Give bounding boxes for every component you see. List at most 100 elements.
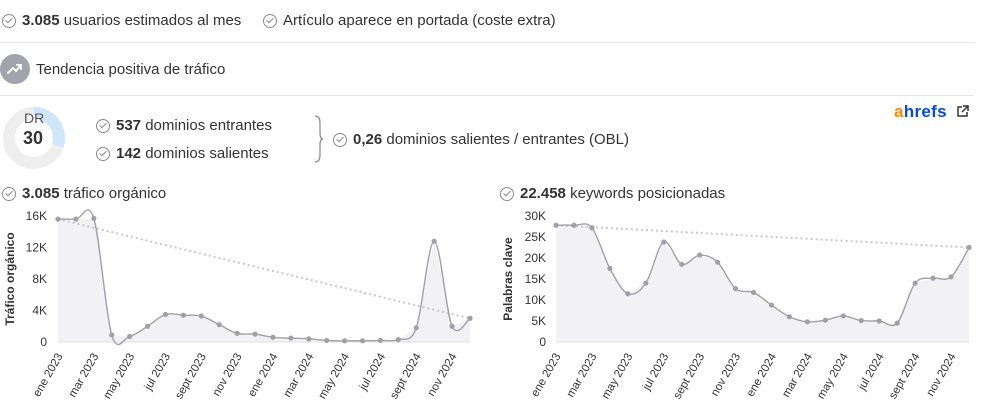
y-tick-label: 8K: [32, 272, 47, 286]
data-point: [449, 323, 455, 329]
divider: [0, 95, 974, 96]
data-point: [162, 311, 169, 318]
check-circle-icon: [263, 13, 277, 28]
y-tick-label: 10K: [525, 293, 546, 307]
data-point: [750, 289, 757, 296]
x-tick-label: mar 2023: [67, 352, 102, 400]
brace-icon: [314, 115, 324, 163]
y-tick-label: 5K: [531, 314, 546, 328]
data-point: [912, 280, 918, 286]
x-tick-label: jul 2024: [357, 351, 388, 393]
domains-in-value: 537: [116, 117, 142, 134]
data-point: [858, 317, 864, 324]
data-point: [55, 216, 61, 222]
series-area: [58, 218, 470, 342]
organic-value: 3.085: [22, 185, 60, 202]
organic-chart-header: 3.085 tráfico orgánico: [2, 185, 166, 202]
check-circle-icon: [96, 146, 110, 161]
keywords-chart: Palabras clave 30K 25K 20K 15K 10K 5K 0 ene 2023…: [501, 209, 972, 402]
obl-value: 0,26: [353, 131, 383, 148]
x-tick-label: sept 2024: [887, 351, 923, 401]
data-point: [91, 215, 97, 221]
users-stat: 3.085 usuarios estimados al mes: [2, 12, 241, 29]
x-tick-label: jul 2024: [856, 351, 887, 393]
keywords-value: 22.458: [520, 185, 566, 202]
data-point: [822, 317, 828, 323]
x-tick-label: ene 2023: [31, 352, 65, 400]
keywords-label: keywords posicionadas: [570, 185, 726, 202]
domains-out: 142 dominios salientes: [96, 145, 269, 162]
domains-out-value: 142: [116, 145, 142, 162]
ahrefs-link[interactable]: ahrefs: [894, 102, 969, 122]
data-point: [413, 325, 419, 331]
trend-line: [57, 218, 471, 320]
dr-gauge: DR 30: [2, 106, 70, 170]
trend-line: [555, 224, 970, 249]
y-tick-label: 0: [40, 335, 47, 349]
data-point: [127, 333, 133, 340]
users-value: 3.085: [22, 12, 60, 29]
y-tick-label: 0: [539, 335, 546, 349]
x-tick-label: mar 2023: [565, 352, 600, 400]
data-point: [966, 244, 972, 251]
x-tick-label: mar 2024: [780, 351, 815, 400]
obl-stat: 0,26 dominios salientes / entrantes (OBL…: [333, 131, 629, 148]
data-point: [270, 334, 276, 340]
trending-up-icon: [0, 54, 30, 84]
portada-label: Artículo aparece en portada (coste extra…: [283, 12, 556, 29]
x-tick-label: ene 2023: [529, 352, 563, 400]
data-point: [625, 291, 631, 297]
y-tick-label: 16K: [26, 209, 47, 223]
x-tick-label: may 2024: [815, 351, 851, 401]
obl-label: dominios salientes / entrantes (OBL): [386, 131, 629, 148]
x-tick-label: sept 2023: [173, 352, 209, 402]
data-point: [324, 337, 330, 344]
data-point: [306, 336, 312, 342]
ahrefs-logo: ahrefs: [894, 102, 947, 121]
y-tick-label: 4K: [32, 304, 47, 318]
data-point: [73, 216, 79, 222]
data-point: [252, 331, 258, 337]
x-tick-label: nov 2023: [211, 352, 245, 399]
data-point: [786, 314, 793, 320]
trend-stat: Tendencia positiva de tráfico: [0, 54, 225, 84]
data-point: [589, 225, 595, 231]
data-point: [144, 323, 151, 329]
data-point: [840, 313, 846, 319]
data-point: [643, 280, 649, 286]
data-point: [359, 338, 366, 344]
x-tick-label: nov 2024: [426, 351, 460, 399]
data-point: [553, 222, 559, 228]
data-point: [607, 265, 613, 272]
x-tick-label: nov 2024: [925, 351, 959, 399]
check-circle-icon: [96, 118, 110, 133]
data-point: [431, 238, 437, 244]
domains-in: 537 dominios entrantes: [96, 117, 272, 134]
data-point: [377, 337, 384, 344]
data-point: [948, 274, 954, 280]
data-point: [732, 286, 739, 292]
domains-in-label: dominios entrantes: [145, 117, 272, 134]
x-tick-label: may 2024: [317, 351, 353, 401]
data-point: [679, 261, 685, 267]
y-tick-label: 15K: [525, 272, 546, 286]
data-point: [804, 319, 810, 325]
x-tick-label: jul 2023: [640, 352, 671, 394]
x-tick-label: sept 2023: [672, 352, 708, 402]
trend-label: Tendencia positiva de tráfico: [36, 60, 226, 78]
y-tick-label: 12K: [26, 241, 47, 255]
check-circle-icon: [2, 13, 16, 28]
data-point: [395, 337, 401, 343]
data-point: [234, 330, 240, 336]
data-point: [661, 239, 667, 245]
check-circle-icon: [333, 132, 347, 147]
organic-label: tráfico orgánico: [63, 185, 167, 202]
x-tick-label: nov 2023: [709, 352, 743, 399]
data-point: [180, 312, 186, 318]
x-tick-label: ene 2024: [745, 351, 780, 399]
data-point: [109, 332, 115, 338]
y-axis-label: Tráfico orgánico: [3, 232, 17, 325]
data-point: [715, 259, 721, 265]
divider: [0, 42, 974, 43]
data-point: [342, 338, 348, 344]
